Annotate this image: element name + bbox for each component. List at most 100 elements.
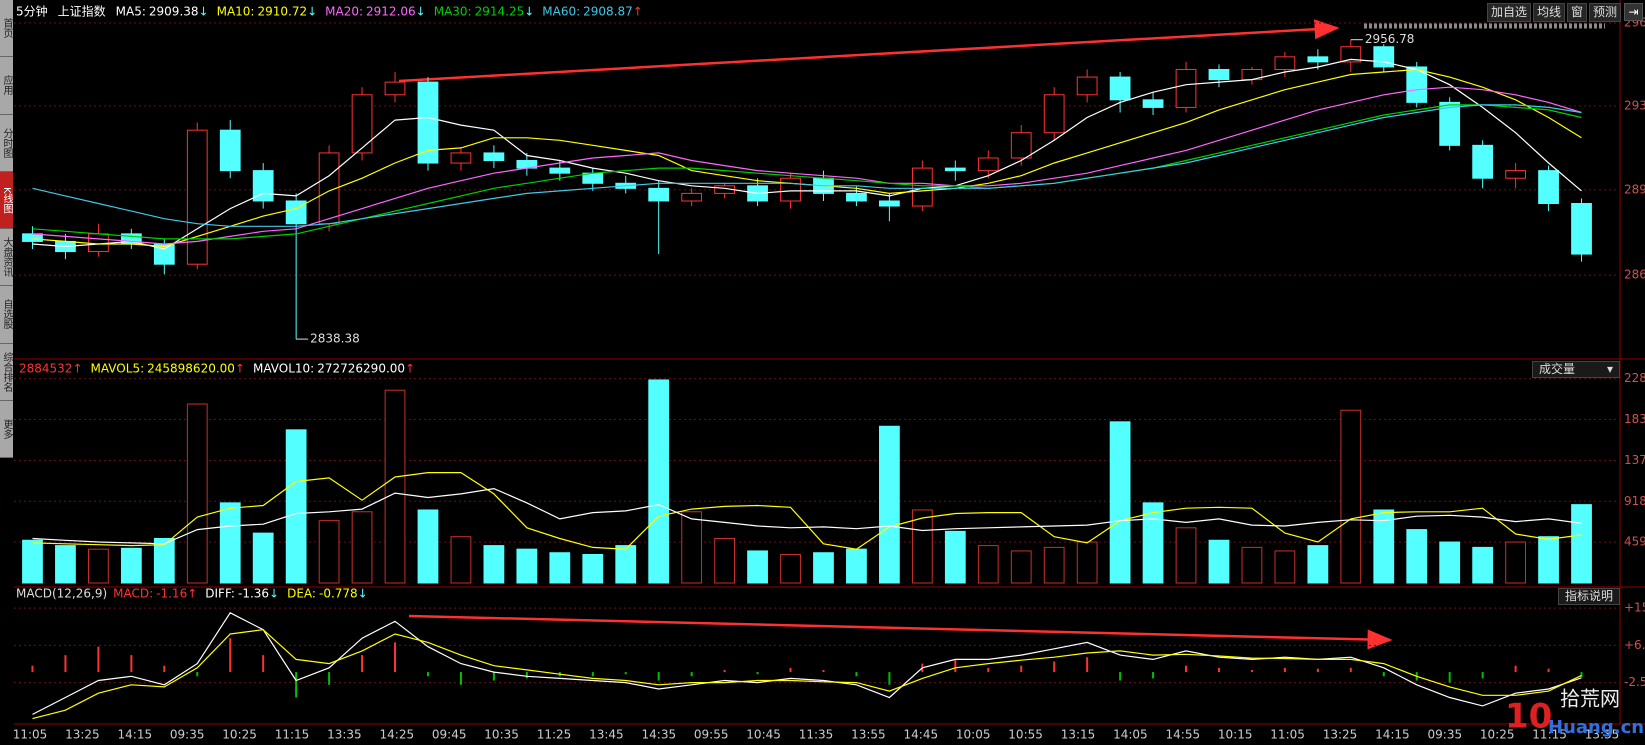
candle-body — [1505, 170, 1526, 179]
toolbar-button[interactable]: 窗 — [1566, 3, 1587, 22]
x-tick-label: 09:35 — [170, 728, 205, 742]
indicator-line — [32, 68, 1582, 248]
volume-bar — [1472, 546, 1494, 584]
high-label: 2956.78 — [1365, 32, 1415, 46]
volume-bar — [516, 548, 538, 584]
side-tab[interactable]: 更多 — [0, 401, 13, 458]
legend-value: -0.778 — [319, 587, 358, 601]
volume-bar — [483, 545, 505, 584]
x-tick-label: 11:15 — [275, 728, 310, 742]
candle-body — [1175, 68, 1197, 108]
side-tab[interactable]: 自选股 — [0, 286, 13, 344]
candle-body — [1076, 76, 1098, 96]
volume-bar — [813, 552, 834, 584]
candle-body — [1274, 56, 1296, 70]
legend-name: MA30: — [434, 5, 472, 19]
candle-body — [1142, 99, 1164, 108]
volume-bar — [120, 547, 142, 584]
x-tick-label: 13:25 — [1323, 728, 1358, 742]
x-tick-label: 10:35 — [484, 728, 519, 742]
y-tick-label: +15 — [1624, 601, 1645, 615]
legend-arrow: ↑ — [72, 362, 82, 376]
candle-body — [1439, 101, 1461, 146]
volume-bar — [417, 509, 439, 584]
volume-bar — [1142, 502, 1164, 584]
volume-bar — [977, 545, 999, 584]
legend-name: MA60: — [542, 5, 580, 19]
exit-icon[interactable]: ⇥ — [1624, 3, 1643, 21]
volume-bar — [450, 536, 472, 584]
candle-body — [1010, 132, 1032, 159]
x-tick-label: 10:55 — [1008, 728, 1043, 742]
toolbar-button[interactable]: 加自选 — [1486, 3, 1531, 22]
volume-bar — [88, 548, 109, 584]
side-tab[interactable]: K线图 — [0, 171, 13, 229]
watermark-domain: Huang.cn — [1548, 717, 1644, 738]
side-tab[interactable]: 分时图 — [0, 115, 13, 172]
volume-bar — [944, 530, 966, 584]
x-tick-label: 13:35 — [327, 728, 362, 742]
volume-bar — [1307, 545, 1329, 584]
volume-bar — [1043, 546, 1065, 584]
volume-bar — [1274, 550, 1296, 584]
legend-value: 245898620.00 — [147, 362, 235, 376]
legend-value: 2909.38 — [149, 5, 199, 19]
x-tick-label: 13:25 — [65, 728, 100, 742]
legend-name: MA5: — [116, 5, 146, 19]
volume-bar — [153, 537, 175, 584]
y-tick-label: 137 — [1624, 453, 1645, 467]
volume-selector[interactable]: 成交量 ▾ — [1532, 361, 1620, 378]
volume-bar — [1505, 541, 1526, 584]
legend-name: MACD: — [113, 587, 153, 601]
candle-body — [911, 167, 933, 207]
volume-bar — [648, 379, 670, 584]
indicator-help[interactable]: 指标说明 — [1558, 588, 1621, 605]
x-tick-label: 14:15 — [118, 728, 153, 742]
indicator-line — [32, 104, 1582, 227]
volume-bar — [714, 537, 735, 584]
x-tick-label: 11:05 — [13, 728, 48, 742]
volume-bar — [219, 502, 241, 584]
x-tick-label: 14:25 — [380, 728, 415, 742]
y-tick-label: 228 — [1624, 371, 1645, 385]
volume-bar — [615, 545, 637, 584]
volume-bar — [252, 532, 274, 584]
toolbar-button[interactable]: 预测 — [1588, 3, 1621, 22]
x-tick-label: 14:45 — [904, 728, 939, 742]
candle-body — [417, 81, 439, 164]
candle-body — [1571, 203, 1592, 255]
legend-value: 2884532 — [19, 362, 72, 376]
candle-body — [648, 187, 670, 202]
candle-body — [483, 152, 505, 162]
candle-body — [977, 157, 999, 172]
legend-name: MA10: — [217, 5, 255, 19]
legend-name: MAVOL10: — [253, 362, 314, 376]
side-tab[interactable]: 综合排名 — [0, 344, 13, 401]
volume-bar — [1241, 546, 1263, 584]
period-label: 5分钟 — [16, 4, 48, 19]
watermark-logo: 10 — [1505, 697, 1552, 737]
y-tick-label: 289 — [1624, 182, 1645, 196]
volume-bar — [1406, 529, 1428, 584]
volume-bar — [582, 554, 604, 584]
indicator-line — [32, 104, 1582, 240]
legend-value: -1.16 — [156, 587, 187, 601]
indicator-line — [32, 58, 1582, 250]
legend-arrow: ↑ — [633, 5, 643, 19]
volume-bar — [1439, 541, 1461, 584]
indicator-line — [32, 612, 1582, 715]
security-name: 上证指数 — [58, 4, 106, 19]
legend-arrow: ↓ — [199, 5, 209, 19]
side-tab[interactable]: 大盘资讯 — [0, 229, 13, 287]
side-tab[interactable]: 应用 — [0, 57, 13, 115]
volume-bar — [1208, 539, 1230, 584]
volume-bar — [911, 509, 933, 584]
x-tick-label: 10:25 — [222, 728, 257, 742]
side-tab[interactable]: 首页 — [0, 0, 13, 58]
volume-bar — [1538, 536, 1559, 584]
candle-body — [219, 129, 241, 172]
volume-bar — [285, 429, 307, 584]
toolbar-button[interactable]: 均线 — [1532, 3, 1565, 22]
indicator-line — [32, 487, 1582, 545]
